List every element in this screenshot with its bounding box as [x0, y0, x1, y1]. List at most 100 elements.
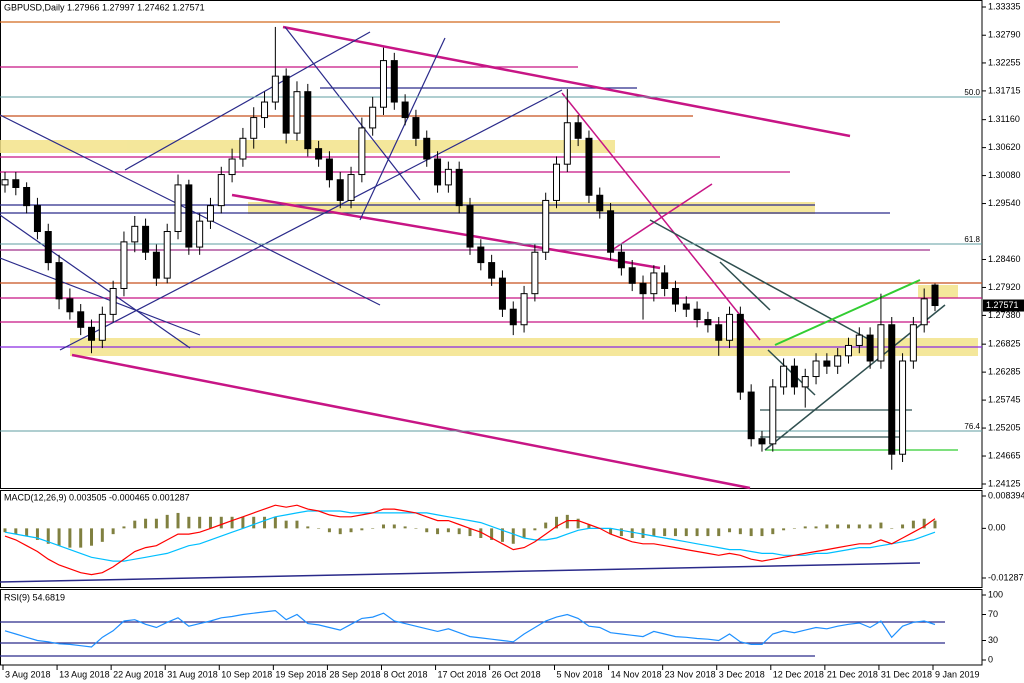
histogram-bar: [814, 526, 818, 529]
histogram-bar: [425, 528, 429, 533]
title-bg: [2, 2, 209, 13]
histogram-bar: [609, 528, 613, 535]
histogram-bar: [760, 528, 764, 537]
candle-body: [639, 282, 647, 295]
histogram-bar: [3, 528, 7, 533]
candle-body: [434, 158, 442, 186]
histogram-bar: [533, 528, 537, 531]
histogram-bar: [792, 528, 796, 529]
histogram-bar: [836, 524, 840, 529]
frames: [0, 0, 983, 666]
trendline: [231, 193, 661, 270]
trendline: [561, 92, 761, 341]
candle-body: [682, 303, 690, 310]
y-tick-label: 1.24125: [988, 478, 1021, 488]
candle-body: [466, 205, 474, 248]
histogram-bar: [403, 526, 407, 529]
histogram-bar: [371, 528, 375, 529]
candle-body: [142, 225, 150, 253]
fib-label: 76.4: [964, 422, 980, 431]
candle-body: [174, 184, 182, 233]
trendline: [719, 261, 771, 311]
candle-body: [823, 360, 831, 367]
x-tick-label: 14 Nov 2018: [611, 669, 662, 679]
trendline: [284, 26, 421, 201]
signal-line: [4, 510, 936, 562]
fib-label: 50.0: [964, 88, 980, 97]
histogram-bar: [198, 516, 202, 529]
trendline: [71, 353, 751, 490]
x-tick-label: 3 Dec 2018: [719, 669, 765, 679]
candle-body: [390, 60, 398, 103]
histogram-bar: [252, 516, 256, 529]
candle-body: [488, 262, 496, 279]
y-tick-label: 1.33335: [988, 1, 1021, 11]
candle-body: [607, 210, 615, 253]
candle-body: [109, 287, 117, 315]
histogram-bar: [133, 520, 137, 529]
candle-body: [325, 158, 333, 181]
histogram-bar: [295, 520, 299, 529]
histogram-bar: [576, 518, 580, 529]
candle-body: [261, 101, 269, 119]
x-tick-label: 17 Oct 2018: [438, 669, 487, 679]
histogram-bar: [933, 520, 937, 529]
histogram-bar: [57, 528, 61, 546]
y-tick-label: 0.00: [988, 523, 1006, 533]
histogram-bar: [738, 528, 742, 535]
candle-body: [477, 246, 485, 264]
candle-body: [877, 324, 885, 362]
y-tick-label: -0.012878: [988, 572, 1024, 582]
macd-panel: [0, 490, 983, 588]
x-tick-label: 19 Sep 2018: [275, 669, 326, 679]
histogram-bar: [111, 528, 115, 535]
candle-body: [12, 179, 20, 188]
histogram-bar: [706, 528, 710, 537]
trendline: [0, 214, 191, 349]
x-tick-label: 9 Jan 2019: [935, 669, 980, 679]
histogram-bar: [208, 516, 212, 529]
last-price-label: 1.27571: [986, 300, 1019, 310]
candle-body: [617, 251, 625, 269]
histogram-bar: [187, 516, 191, 529]
candle-body: [196, 220, 204, 248]
histogram-bar: [122, 526, 126, 529]
trendline: [0, 562, 921, 583]
histogram-bar: [911, 520, 915, 529]
y-tick-label: 30: [988, 635, 998, 645]
candle-body: [304, 91, 312, 150]
candle-body: [769, 386, 777, 445]
x-tick-label: 10 Sep 2018: [221, 669, 272, 679]
histogram-bar: [803, 526, 807, 529]
histogram-bar: [68, 528, 72, 548]
histogram-bar: [392, 524, 396, 529]
candle-body: [66, 298, 74, 313]
trendline: [649, 219, 871, 341]
histogram-bar: [360, 528, 364, 531]
panel-title: RSI(9) 54.6819: [4, 592, 65, 602]
candle-body: [239, 137, 247, 160]
histogram-bar: [511, 528, 515, 544]
histogram-bar: [317, 528, 321, 529]
histogram-bar: [327, 528, 331, 533]
candle-body: [780, 365, 788, 388]
x-tick-label: 12 Dec 2018: [773, 669, 824, 679]
y-tick-label: 0: [988, 654, 993, 664]
candle-body: [844, 344, 852, 357]
histogram-bar: [381, 524, 385, 529]
candle-body: [88, 326, 96, 341]
x-tick-label: 31 Aug 2018: [167, 669, 218, 679]
trendline: [124, 31, 371, 171]
y-tick-label: 1.32790: [988, 30, 1021, 40]
histogram-bar: [446, 528, 450, 533]
candle-body: [423, 137, 431, 160]
candle-body: [250, 117, 258, 139]
histogram-bar: [846, 524, 850, 529]
histogram-bar: [922, 518, 926, 529]
candle-body: [131, 225, 139, 243]
candle-body: [920, 298, 928, 326]
histogram-bar: [728, 528, 732, 533]
y-tick-label: 1.26285: [988, 367, 1021, 377]
candle-body: [55, 262, 63, 300]
